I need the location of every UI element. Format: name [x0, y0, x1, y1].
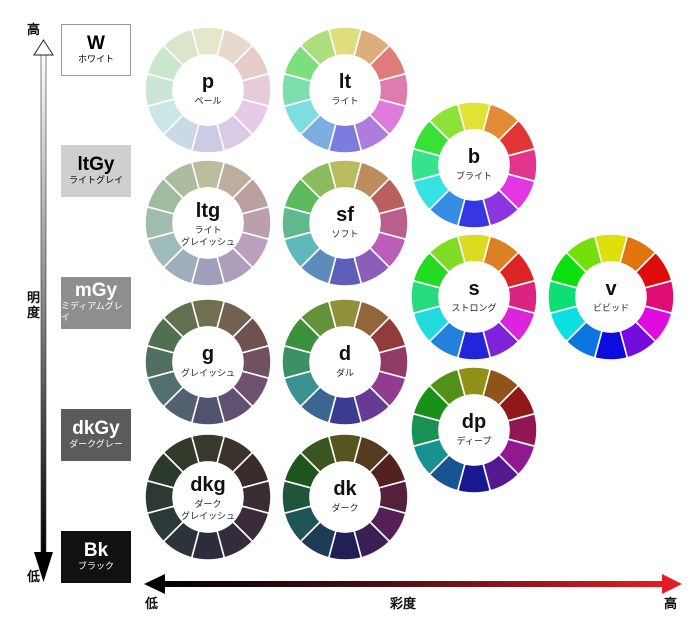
gray-box-medium-gray: mGy ミディアムグレイ [61, 277, 131, 329]
tone-name: ディープ [457, 435, 492, 447]
gray-code: dkGy [72, 417, 120, 439]
wheel-center [439, 395, 509, 465]
wheel-center [173, 462, 243, 532]
hue-segment [428, 368, 466, 407]
saturation-low-label: 低 [145, 597, 159, 612]
gray-name: ダークグレー [69, 439, 123, 450]
tone-code: s [468, 278, 479, 300]
hue-segment [162, 161, 200, 200]
tone-name: グレイッシュ [181, 367, 235, 379]
wheel-center [310, 188, 380, 258]
gray-box-dark-gray: dkGy ダークグレー [61, 409, 131, 461]
tone-wheel-b: b ブライト [410, 101, 538, 229]
tone-code: dp [462, 411, 486, 433]
tone-code: ltg [196, 200, 220, 222]
tone-code: p [202, 71, 214, 93]
hue-segment [162, 435, 200, 474]
tone-code: dk [333, 478, 357, 500]
hue-segment [428, 235, 466, 274]
tone-code: sf [336, 204, 354, 226]
hue-segment [162, 28, 200, 67]
wheel-center [310, 462, 380, 532]
gray-box-white: W ホワイト [61, 24, 131, 76]
wheel-center [439, 130, 509, 200]
tone-wheel-dk: dk ダーク [281, 433, 409, 561]
tone-name: ダル [336, 367, 354, 379]
gray-code: mGy [74, 279, 118, 301]
gray-name: ブラック [77, 561, 114, 572]
wheel-center [173, 55, 243, 125]
wheel-center [439, 262, 509, 332]
tone-wheel-d: d ダル [281, 298, 409, 426]
tone-name: グレイッシュ [181, 510, 235, 522]
gray-code: Bk [83, 539, 109, 561]
tone-code: g [202, 343, 214, 365]
tone-name: グレイッシュ [181, 236, 235, 248]
tone-wheel-p: p ペール [144, 26, 272, 154]
tone-wheel-g: g グレイッシュ [144, 298, 272, 426]
saturation-axis-arrow [144, 574, 682, 594]
wheel-center [576, 262, 646, 332]
gray-name: ホワイト [77, 54, 114, 65]
tone-wheel-sf: sf ソフト [281, 159, 409, 287]
tone-code: b [468, 146, 480, 168]
saturation-axis-label: 彩度 [390, 597, 417, 612]
hue-segment [162, 300, 200, 339]
tone-code: d [339, 343, 351, 365]
gray-code: W [87, 32, 105, 54]
gray-code: ltGy [77, 153, 115, 175]
tone-code: dkg [190, 474, 226, 496]
tone-name: ペール [194, 97, 221, 107]
gray-box-light-gray: ltGy ライトグレイ [61, 145, 131, 197]
lightness-axis-arrow [33, 39, 54, 582]
lightness-low-label: 低 [27, 570, 41, 585]
tone-name: ソフト [331, 230, 358, 240]
wheel-center [173, 327, 243, 397]
tone-wheel-s: s ストロング [410, 233, 538, 361]
lightness-high-label: 高 [27, 23, 41, 38]
tone-name: ビビッド [593, 303, 629, 314]
hue-segment [299, 161, 337, 200]
hue-segment [299, 435, 337, 474]
hue-segment [428, 103, 466, 142]
tone-name: ブライト [456, 170, 492, 182]
tone-code: v [605, 278, 617, 300]
tone-name: ダーク [331, 502, 358, 514]
tone-wheel-lt: lt ライト [281, 26, 409, 154]
gray-name: ミディアムグレイ [61, 301, 123, 324]
hue-segment [299, 28, 337, 67]
tone-wheel-v: v ビビッド [547, 233, 675, 361]
wheel-center [310, 327, 380, 397]
hue-segment [565, 235, 603, 274]
tone-name: ライト [331, 96, 358, 107]
gray-box-black: Bk ブラック [61, 531, 131, 583]
hue-segment [299, 300, 337, 339]
saturation-high-label: 高 [664, 597, 678, 612]
wheel-center [310, 55, 380, 125]
tone-name: ダーク [194, 498, 221, 510]
lightness-axis-label: 明度 [27, 291, 41, 321]
tone-name: ストロング [451, 302, 496, 314]
gray-name: ライトグレイ [68, 175, 123, 186]
wheel-center [173, 188, 243, 258]
tone-name: ライト [194, 225, 221, 236]
tone-wheel-dp: dp ディープ [410, 366, 538, 494]
tone-code: lt [339, 71, 352, 93]
